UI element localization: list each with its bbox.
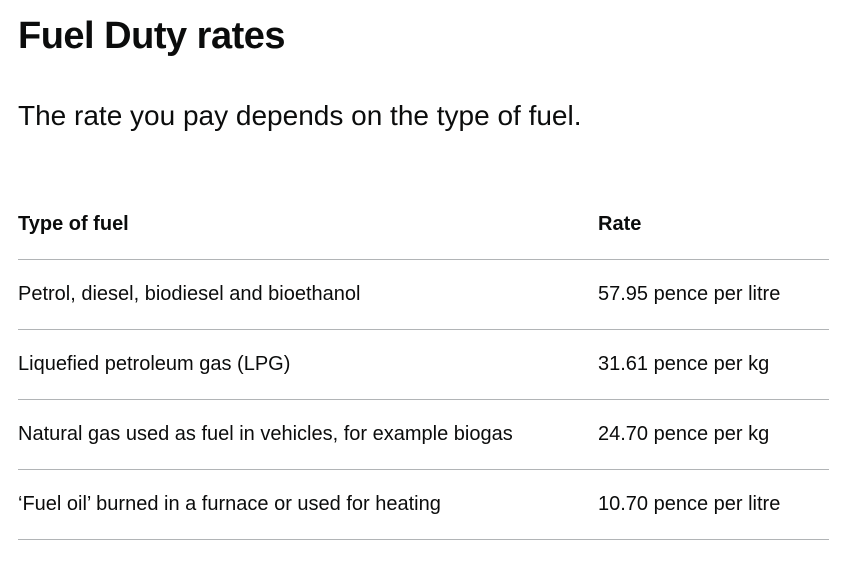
table-row: Natural gas used as fuel in vehicles, fo… xyxy=(18,399,829,470)
table-row: Liquefied petroleum gas (LPG) 31.61 penc… xyxy=(18,329,829,400)
rate-cell: 24.70 pence per kg xyxy=(598,399,829,470)
column-header-rate: Rate xyxy=(598,190,829,260)
page-title: Fuel Duty rates xyxy=(18,15,286,57)
fuel-type-cell: Natural gas used as fuel in vehicles, fo… xyxy=(18,399,598,470)
table-row: ‘Fuel oil’ burned in a furnace or used f… xyxy=(18,469,829,540)
fuel-duty-table: Type of fuel Rate Petrol, diesel, biodie… xyxy=(18,190,829,540)
lead-paragraph: The rate you pay depends on the type of … xyxy=(18,100,582,131)
rate-cell: 57.95 pence per litre xyxy=(598,259,829,330)
fuel-type-cell: Liquefied petroleum gas (LPG) xyxy=(18,329,598,400)
rate-cell: 31.61 pence per kg xyxy=(598,329,829,400)
column-header-type-of-fuel: Type of fuel xyxy=(18,190,598,260)
fuel-type-cell: Petrol, diesel, biodiesel and bioethanol xyxy=(18,259,598,330)
fuel-type-cell: ‘Fuel oil’ burned in a furnace or used f… xyxy=(18,469,598,540)
rate-cell: 10.70 pence per litre xyxy=(598,469,829,540)
table-header-row: Type of fuel Rate xyxy=(18,190,829,260)
table-row: Petrol, diesel, biodiesel and bioethanol… xyxy=(18,259,829,330)
